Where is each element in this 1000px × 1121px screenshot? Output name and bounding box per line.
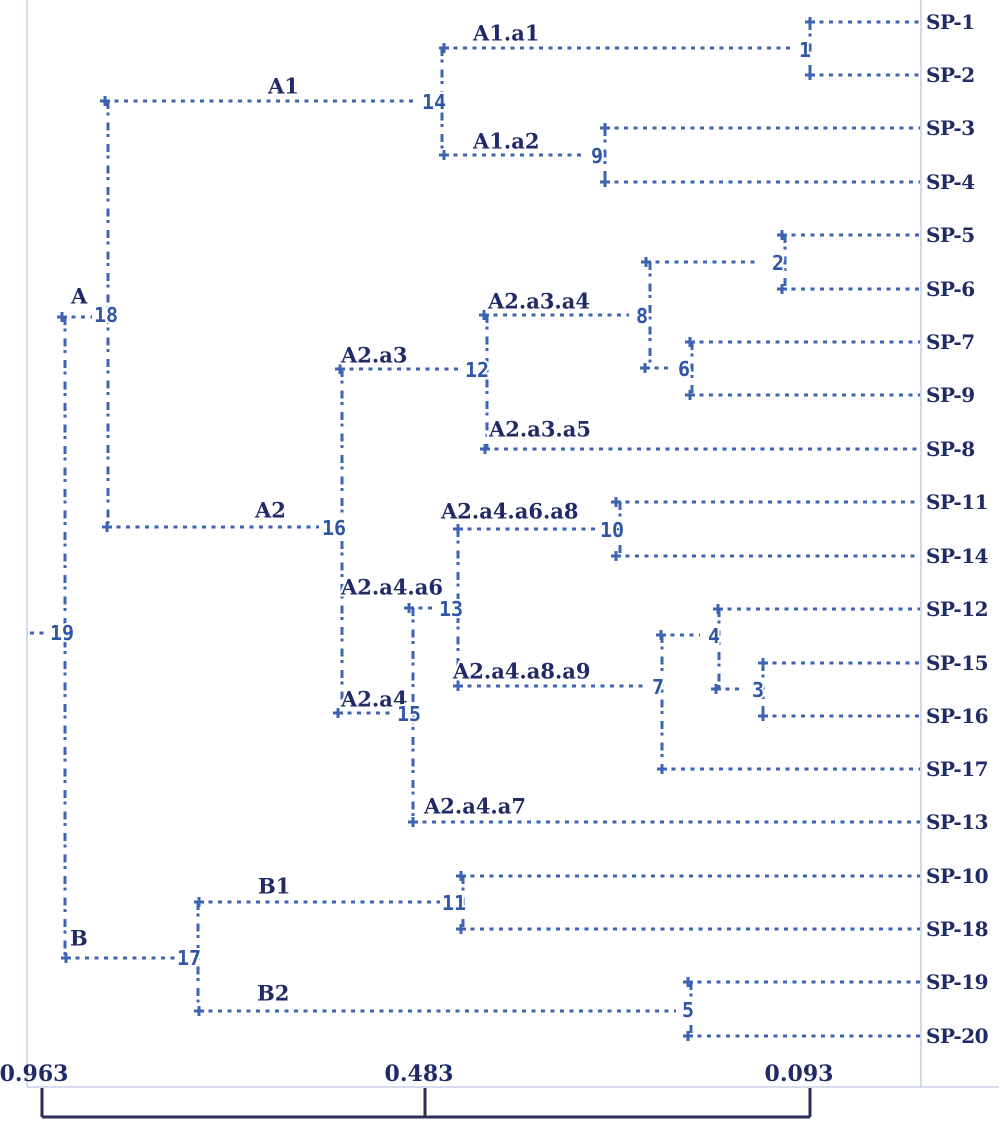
leaf-label: SP-17 — [926, 757, 988, 781]
leaf-label: SP-20 — [926, 1024, 988, 1048]
branch-label: B — [70, 926, 88, 951]
branch-label: A2.a3.a5 — [488, 417, 591, 442]
node-number: 14 — [422, 90, 446, 114]
branch-label: A — [70, 284, 88, 309]
plus-junction-icon — [439, 150, 449, 160]
node-number: 15 — [397, 702, 421, 726]
scale-ruler — [40, 1088, 812, 1119]
leaf-label: SP-13 — [926, 810, 988, 834]
leaf-label: SP-19 — [926, 970, 988, 994]
node-number: 11 — [442, 891, 466, 915]
branch-label: A2.a4.a7 — [423, 794, 526, 819]
leaf-label: SP-12 — [926, 597, 988, 621]
plus-junction-icon — [777, 284, 787, 294]
node-number: 17 — [177, 946, 201, 970]
leaf-label: SP-18 — [926, 917, 988, 941]
plus-junction-icon — [453, 681, 463, 691]
node-number: 7 — [652, 675, 664, 699]
leaf-label: SP-3 — [926, 116, 975, 140]
plus-junction-icon — [640, 363, 650, 373]
leaf-label: SP-8 — [926, 437, 975, 461]
plus-junction-icon — [683, 1031, 693, 1041]
branch-label: A2.a3 — [340, 343, 407, 368]
node-number: 12 — [465, 358, 489, 382]
node-number: 8 — [636, 304, 648, 328]
node-number: 4 — [708, 624, 720, 648]
leaf-label: SP-2 — [926, 63, 975, 87]
node-number: 18 — [94, 303, 118, 327]
node-number: 6 — [678, 357, 690, 381]
node-number: 3 — [752, 678, 764, 702]
plus-junction-icon — [685, 390, 695, 400]
plus-junction-icon — [711, 684, 721, 694]
scale-tick-label: 0.963 — [0, 1061, 68, 1087]
plus-junction-icon — [408, 817, 418, 827]
plus-junction-icon — [333, 708, 343, 718]
leaf-label: SP-1 — [926, 10, 975, 34]
branch-label: A2 — [254, 498, 286, 523]
leaf-label: SP-10 — [926, 864, 988, 888]
leaf-label: SP-6 — [926, 277, 975, 301]
node-number: 19 — [50, 621, 74, 645]
branch-label: B2 — [257, 981, 289, 1006]
leaf-label: SP-16 — [926, 704, 988, 728]
branch-label: A2.a4.a6.a8 — [440, 499, 579, 524]
plus-junction-icon — [456, 924, 466, 934]
branch-label: A2.a4.a8.a9 — [452, 659, 591, 684]
scale-tick-label: 0.093 — [765, 1061, 834, 1087]
scale-tick-label: 0.483 — [385, 1061, 454, 1087]
node-number: 16 — [322, 516, 346, 540]
branch-label: A2.a4 — [340, 687, 407, 712]
branch-label: A1 — [267, 74, 299, 99]
branch-label: A2.a4.a6 — [340, 575, 443, 600]
leaf-label: SP-7 — [926, 330, 975, 354]
leaf-label: SP-15 — [926, 651, 988, 675]
branch-label: A1.a2 — [472, 129, 539, 154]
leaf-label: SP-9 — [926, 383, 975, 407]
node-number: 9 — [591, 144, 603, 168]
leaf-label: SP-11 — [926, 490, 988, 514]
branch-label: B1 — [258, 874, 290, 899]
node-number: 2 — [772, 251, 784, 275]
branch-label: A1.a1 — [472, 21, 539, 46]
node-number: 10 — [600, 518, 624, 542]
leaf-label: SP-14 — [926, 544, 989, 568]
branch-label: A2.a3.a4 — [487, 289, 590, 314]
node-number: 13 — [439, 597, 463, 621]
plus-junction-icon — [611, 551, 621, 561]
leaf-label: SP-5 — [926, 223, 975, 247]
leaf-label: SP-4 — [926, 170, 975, 194]
node-number: 5 — [682, 998, 694, 1022]
node-number: 1 — [799, 38, 811, 62]
